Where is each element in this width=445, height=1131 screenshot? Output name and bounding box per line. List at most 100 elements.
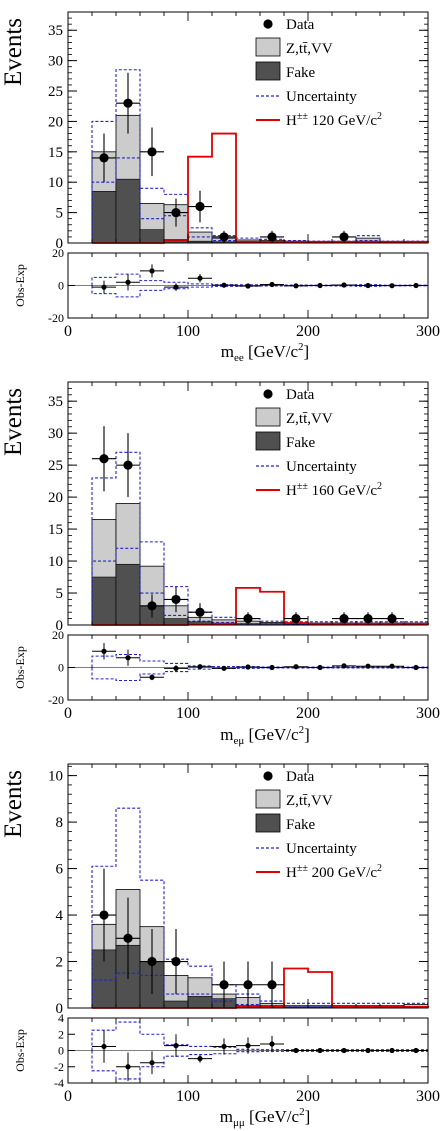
- residual-point: [173, 1043, 179, 1049]
- legend-bkg-rest: ,VV: [307, 41, 333, 57]
- x-axis-title-sub: eμ: [234, 735, 245, 747]
- residual-point: [413, 282, 419, 289]
- y-tick-label: 15: [48, 522, 63, 538]
- main-frame: [67, 763, 429, 1009]
- residual-point: [149, 268, 155, 274]
- x-tick-label: 100: [176, 705, 200, 722]
- x-tick-label: 200: [296, 323, 320, 340]
- residual-point: [293, 283, 299, 289]
- legend-bkg-label: Z,tt̄,VV: [286, 793, 333, 809]
- x-axis-title: meμ [GeV/c2]: [220, 724, 309, 747]
- residual-point: [365, 663, 371, 669]
- data-point: [363, 614, 373, 624]
- data-point: [123, 98, 133, 108]
- residual-point: [125, 655, 131, 661]
- residual-point: [317, 282, 323, 289]
- data-point: [99, 153, 109, 163]
- legend-signal-sup: ±±: [297, 863, 308, 874]
- x-axis-title: mee [GeV/c2]: [221, 341, 309, 364]
- residual-point: [317, 1047, 323, 1054]
- residual-point: [197, 664, 203, 670]
- y-tick-label: 4: [56, 908, 64, 924]
- residual-y-tick-label: 2: [58, 1027, 64, 1041]
- y-tick-label: 20: [48, 114, 63, 130]
- residual-y-axis-title: Obs-Exp: [13, 646, 27, 689]
- y-tick-label: 35: [48, 23, 63, 39]
- x-axis-title-close: ]: [304, 725, 310, 744]
- data-point: [267, 232, 277, 242]
- data-point: [219, 980, 229, 990]
- residual-y-tick-label: -2: [54, 1060, 64, 1074]
- residual-panel: -20 0 20 Obs-Exp: [13, 628, 429, 707]
- residual-point: [365, 282, 371, 289]
- residual-point: [341, 663, 347, 669]
- data-point: [195, 201, 205, 212]
- data-point: [147, 147, 157, 157]
- legend-signal-pow: 2: [377, 111, 382, 122]
- panel-3: 0 2 4 6 8 10 Events Data Z,tt̄,VV Fake Uncertainty…: [0, 763, 440, 1129]
- data-point: [171, 594, 181, 605]
- legend-signal-h: H: [286, 865, 297, 881]
- x-axis-title-main: m: [220, 725, 233, 744]
- legend-data-marker: [263, 771, 273, 781]
- x-axis-title-unit: [GeV/c: [244, 342, 299, 361]
- fake-bar: [91, 191, 117, 244]
- residual-point: [365, 1047, 371, 1054]
- legend: Data Z,tt̄,VV Fake Uncertainty H±± 120 GeV/c…: [255, 17, 382, 129]
- data-point: [123, 933, 133, 943]
- data-point: [243, 614, 253, 624]
- fake-bar: [163, 1000, 189, 1009]
- legend-signal-label: H±± 120 GeV/c2: [286, 111, 382, 129]
- x-axis-title-close: ]: [305, 1107, 311, 1126]
- data-point: [171, 208, 181, 218]
- residual-point: [149, 1060, 155, 1066]
- legend-data-marker: [263, 389, 273, 399]
- residual-point: [317, 664, 323, 671]
- fake-bar: [139, 229, 165, 244]
- data-point: [171, 956, 181, 967]
- data-point: [99, 910, 109, 920]
- legend-signal-mass: 200 GeV/c: [308, 865, 377, 881]
- residual-point: [101, 284, 107, 290]
- legend-bkg-label: Z,tt̄,VV: [286, 411, 333, 427]
- data-point: [267, 980, 277, 990]
- legend-signal-mass: 120 GeV/c: [308, 113, 377, 129]
- data-point: [99, 454, 109, 464]
- legend-bkg-swatch: [255, 37, 281, 57]
- residual-panel: -4 -2 0 2 4 Obs-Exp: [13, 1011, 429, 1090]
- residual-point: [101, 648, 107, 654]
- data-point: [195, 607, 205, 617]
- x-tick-label: 100: [176, 1088, 200, 1105]
- residual-y-tick-label: 4: [58, 1011, 64, 1025]
- y-tick-label: 20: [48, 490, 63, 506]
- x-axis-title-sub: ee: [234, 352, 244, 364]
- x-tick-label: 300: [416, 323, 440, 340]
- fake-bar: [91, 576, 117, 626]
- residual-point: [197, 275, 203, 281]
- uncertainty-up-line: [91, 451, 428, 625]
- x-axis-title-main: m: [220, 1107, 233, 1126]
- x-tick-label: 200: [296, 1088, 320, 1105]
- residual-point: [221, 1043, 227, 1050]
- residual-point: [293, 1047, 299, 1054]
- residual-point: [125, 1064, 131, 1070]
- legend-signal-mass: 160 GeV/c: [308, 483, 377, 499]
- legend-signal-pow: 2: [377, 481, 382, 492]
- residual-point: [245, 664, 251, 670]
- y-axis-title: Events: [0, 18, 27, 86]
- residual-y-tick-label: -4: [54, 1076, 64, 1090]
- residual-point: [341, 1047, 347, 1054]
- fake-bar: [115, 178, 141, 244]
- x-axis-title-pow: 2: [299, 724, 305, 736]
- legend-signal-sup: ±±: [297, 481, 308, 492]
- legend-data-label: Data: [286, 769, 315, 785]
- y-tick-label: 0: [56, 1001, 64, 1017]
- y-tick-label: 0: [56, 618, 64, 634]
- y-tick-label: 5: [56, 206, 64, 222]
- fake-bar: [115, 563, 141, 626]
- residual-band-down: [91, 1050, 428, 1080]
- data-point: [387, 614, 397, 624]
- legend-signal-label: H±± 160 GeV/c2: [286, 481, 382, 499]
